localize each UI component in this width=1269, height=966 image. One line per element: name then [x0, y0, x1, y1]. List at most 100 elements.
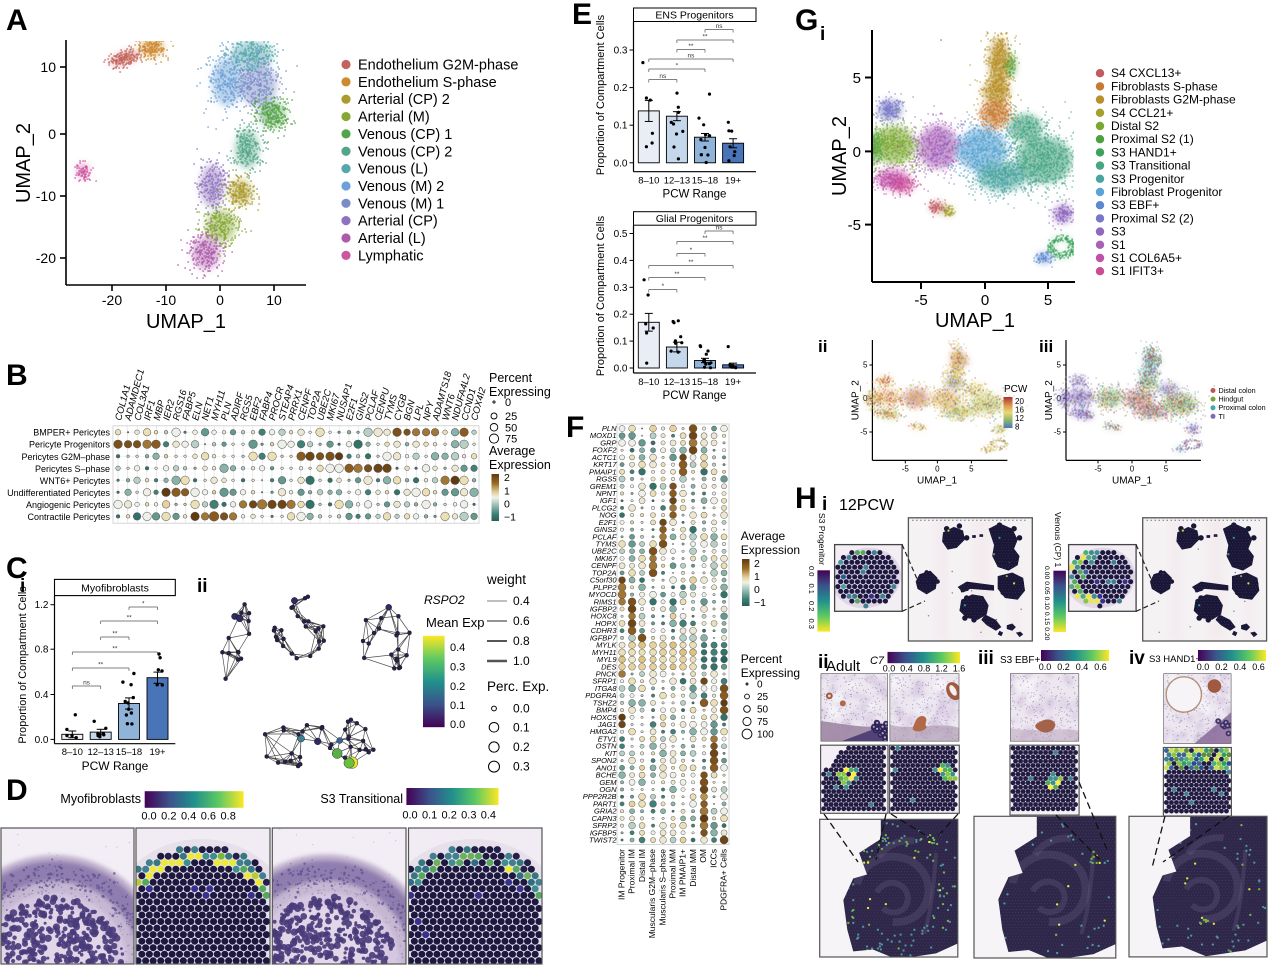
- svg-text:HOXC5: HOXC5: [591, 713, 618, 722]
- svg-text:**: **: [98, 662, 104, 669]
- svg-text:50: 50: [505, 422, 517, 434]
- svg-text:GREM1: GREM1: [590, 482, 617, 491]
- svg-text:5: 5: [1044, 292, 1052, 309]
- svg-text:G: G: [795, 4, 818, 37]
- svg-text:1.2: 1.2: [35, 600, 49, 611]
- svg-text:1: 1: [504, 485, 510, 497]
- svg-text:Proximal IM: Proximal IM: [627, 849, 637, 894]
- svg-text:UMAP_1: UMAP_1: [1112, 475, 1152, 486]
- svg-text:-10: -10: [36, 188, 56, 204]
- svg-text:i: i: [822, 494, 827, 515]
- svg-text:LPL: LPL: [411, 403, 426, 422]
- svg-text:0: 0: [981, 292, 989, 309]
- svg-text:UMAP_2: UMAP_2: [829, 116, 851, 196]
- svg-text:KIT: KIT: [605, 749, 618, 758]
- svg-text:S3 Progenitor: S3 Progenitor: [817, 513, 827, 565]
- svg-text:0.2: 0.2: [161, 810, 176, 822]
- svg-text:**: **: [702, 34, 708, 41]
- svg-text:0.4: 0.4: [1234, 662, 1247, 672]
- svg-text:C: C: [6, 552, 28, 585]
- svg-text:20: 20: [1015, 397, 1024, 406]
- svg-text:PLPP2: PLPP2: [593, 583, 617, 592]
- svg-text:Expression: Expression: [489, 458, 551, 472]
- svg-text:TOP2A: TOP2A: [592, 568, 616, 577]
- svg-text:0: 0: [754, 584, 760, 596]
- svg-text:S3 EBF+: S3 EBF+: [1000, 655, 1040, 666]
- svg-text:0.4: 0.4: [35, 690, 49, 701]
- svg-text:ICCs: ICCs: [708, 849, 718, 868]
- svg-text:Contractile Pericytes: Contractile Pericytes: [27, 512, 110, 522]
- svg-text:Arterial (M): Arterial (M): [358, 110, 430, 126]
- svg-text:0.00: 0.00: [1043, 566, 1050, 579]
- svg-text:OGN: OGN: [599, 785, 617, 794]
- svg-text:Proximal S2 (1): Proximal S2 (1): [1111, 132, 1194, 146]
- svg-text:0.6: 0.6: [1252, 662, 1265, 672]
- svg-text:Proportion of Compartment Cell: Proportion of Compartment Cells: [595, 14, 607, 175]
- svg-text:*: *: [142, 601, 145, 608]
- svg-text:0.3: 0.3: [450, 662, 465, 674]
- svg-text:0: 0: [935, 464, 940, 473]
- svg-text:Expressing: Expressing: [489, 385, 551, 399]
- svg-text:Undifferentiated Pericytes: Undifferentiated Pericytes: [7, 488, 110, 498]
- svg-text:IGF1: IGF1: [600, 496, 617, 505]
- svg-text:8: 8: [1015, 423, 1020, 432]
- svg-text:0.6: 0.6: [201, 810, 216, 822]
- svg-text:Percent: Percent: [489, 371, 533, 385]
- svg-text:50: 50: [757, 705, 769, 716]
- svg-text:**: **: [127, 615, 133, 622]
- svg-text:Venous (CP) 1: Venous (CP) 1: [1053, 512, 1063, 568]
- svg-text:B: B: [6, 359, 28, 392]
- svg-text:0.1: 0.1: [450, 700, 465, 712]
- svg-text:Average: Average: [489, 444, 535, 458]
- svg-text:0.4: 0.4: [614, 256, 628, 267]
- svg-text:C7: C7: [870, 655, 885, 667]
- svg-text:Adult: Adult: [826, 658, 861, 675]
- svg-text:WNT6+ Pericytes: WNT6+ Pericytes: [40, 476, 111, 486]
- svg-text:MKI67: MKI67: [595, 554, 618, 563]
- svg-text:Distal IM: Distal IM: [637, 849, 647, 882]
- svg-text:0: 0: [1130, 464, 1135, 473]
- svg-text:-5: -5: [902, 464, 910, 473]
- svg-text:Glial Progenitors: Glial Progenitors: [656, 213, 734, 225]
- svg-text:-5: -5: [848, 217, 861, 234]
- svg-text:19+: 19+: [725, 377, 742, 388]
- svg-text:S3 Transitional: S3 Transitional: [320, 792, 403, 806]
- svg-text:**: **: [112, 631, 118, 638]
- svg-text:0: 0: [863, 394, 868, 403]
- svg-text:0.2: 0.2: [614, 83, 628, 94]
- svg-text:SFRP2: SFRP2: [592, 821, 617, 830]
- svg-text:BCHE: BCHE: [596, 771, 618, 780]
- svg-text:−1: −1: [754, 597, 766, 609]
- svg-text:**: **: [688, 43, 694, 50]
- svg-text:TYMS: TYMS: [596, 540, 617, 549]
- svg-text:GRP: GRP: [600, 438, 616, 447]
- svg-text:C5orf30: C5orf30: [590, 576, 618, 585]
- svg-text:75: 75: [757, 717, 769, 728]
- svg-text:PCW Range: PCW Range: [663, 390, 727, 402]
- svg-text:Muscularis S–phase: Muscularis S–phase: [657, 849, 667, 926]
- svg-text:Distal S2: Distal S2: [1111, 119, 1159, 133]
- svg-text:0.1: 0.1: [807, 584, 816, 594]
- svg-text:0.0: 0.0: [1197, 662, 1210, 672]
- svg-text:0.0: 0.0: [883, 664, 896, 674]
- svg-text:Perc. Exp.: Perc. Exp.: [487, 679, 549, 694]
- svg-text:S3 Progenitor: S3 Progenitor: [1111, 172, 1184, 186]
- svg-text:PLN: PLN: [219, 401, 234, 422]
- svg-text:-20: -20: [102, 292, 122, 308]
- svg-text:GINS2: GINS2: [594, 525, 617, 534]
- svg-text:-5: -5: [1094, 464, 1102, 473]
- svg-text:0: 0: [757, 680, 763, 691]
- svg-text:i: i: [820, 24, 825, 45]
- svg-text:S4 CXCL13+: S4 CXCL13+: [1111, 66, 1181, 80]
- svg-text:ns: ns: [716, 23, 724, 30]
- svg-text:19+: 19+: [149, 747, 166, 758]
- svg-text:0.8: 0.8: [35, 645, 49, 656]
- svg-text:0.3: 0.3: [807, 619, 816, 629]
- svg-text:ELN: ELN: [190, 401, 205, 422]
- svg-text:A: A: [6, 4, 28, 37]
- svg-text:12: 12: [1015, 414, 1024, 423]
- svg-text:0.10: 0.10: [1043, 597, 1050, 610]
- svg-text:GEM: GEM: [599, 778, 617, 787]
- svg-text:i: i: [20, 576, 25, 597]
- svg-text:BGN: BGN: [402, 399, 418, 422]
